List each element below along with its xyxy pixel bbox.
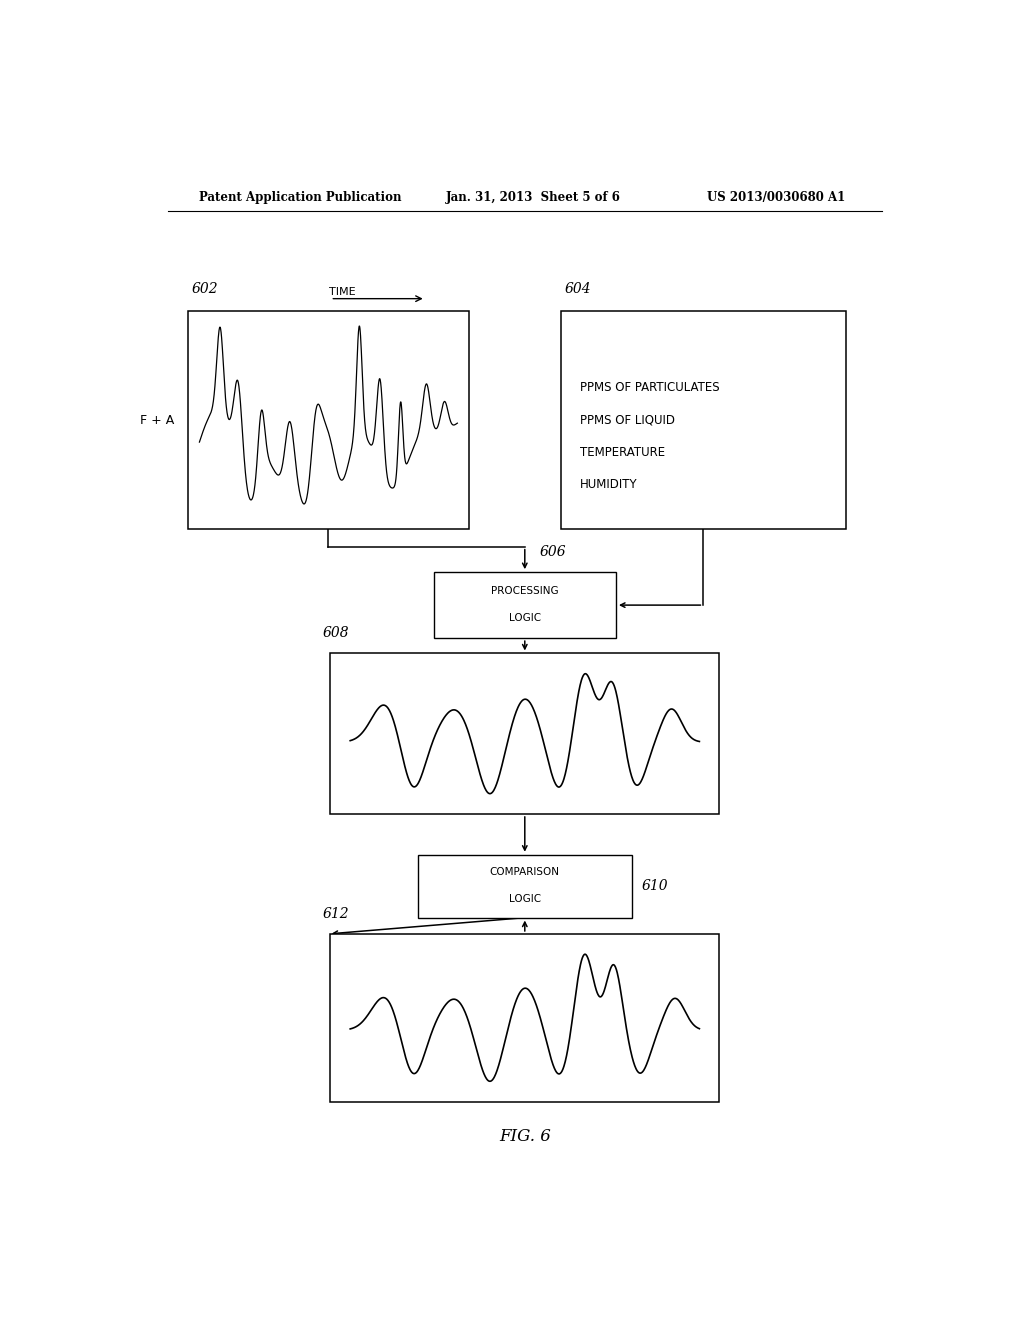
Text: F + A: F + A	[140, 413, 174, 426]
Text: FIG. 6: FIG. 6	[499, 1127, 551, 1144]
Text: 612: 612	[323, 907, 349, 920]
Text: HUMIDITY: HUMIDITY	[581, 478, 638, 491]
Text: Patent Application Publication: Patent Application Publication	[200, 190, 402, 203]
Text: 606: 606	[540, 545, 566, 558]
Text: 610: 610	[641, 879, 668, 894]
Bar	[187, 312, 469, 529]
Bar	[433, 572, 616, 638]
Text: TIME: TIME	[329, 286, 355, 297]
Text: 608: 608	[323, 626, 349, 640]
Bar	[331, 935, 719, 1102]
Text: PROCESSING: PROCESSING	[490, 586, 559, 595]
Text: 602: 602	[191, 281, 218, 296]
Text: PPMS OF PARTICULATES: PPMS OF PARTICULATES	[581, 381, 720, 393]
Text: LOGIC: LOGIC	[509, 614, 541, 623]
Text: COMPARISON: COMPARISON	[489, 867, 560, 876]
Text: US 2013/0030680 A1: US 2013/0030680 A1	[708, 190, 846, 203]
Bar	[418, 854, 632, 917]
Text: 604: 604	[564, 281, 591, 296]
Text: LOGIC: LOGIC	[509, 895, 541, 904]
Text: TEMPERATURE: TEMPERATURE	[581, 446, 666, 459]
Bar	[331, 653, 719, 814]
Text: Jan. 31, 2013  Sheet 5 of 6: Jan. 31, 2013 Sheet 5 of 6	[445, 190, 621, 203]
Text: PPMS OF LIQUID: PPMS OF LIQUID	[581, 413, 676, 426]
Bar	[560, 312, 846, 529]
